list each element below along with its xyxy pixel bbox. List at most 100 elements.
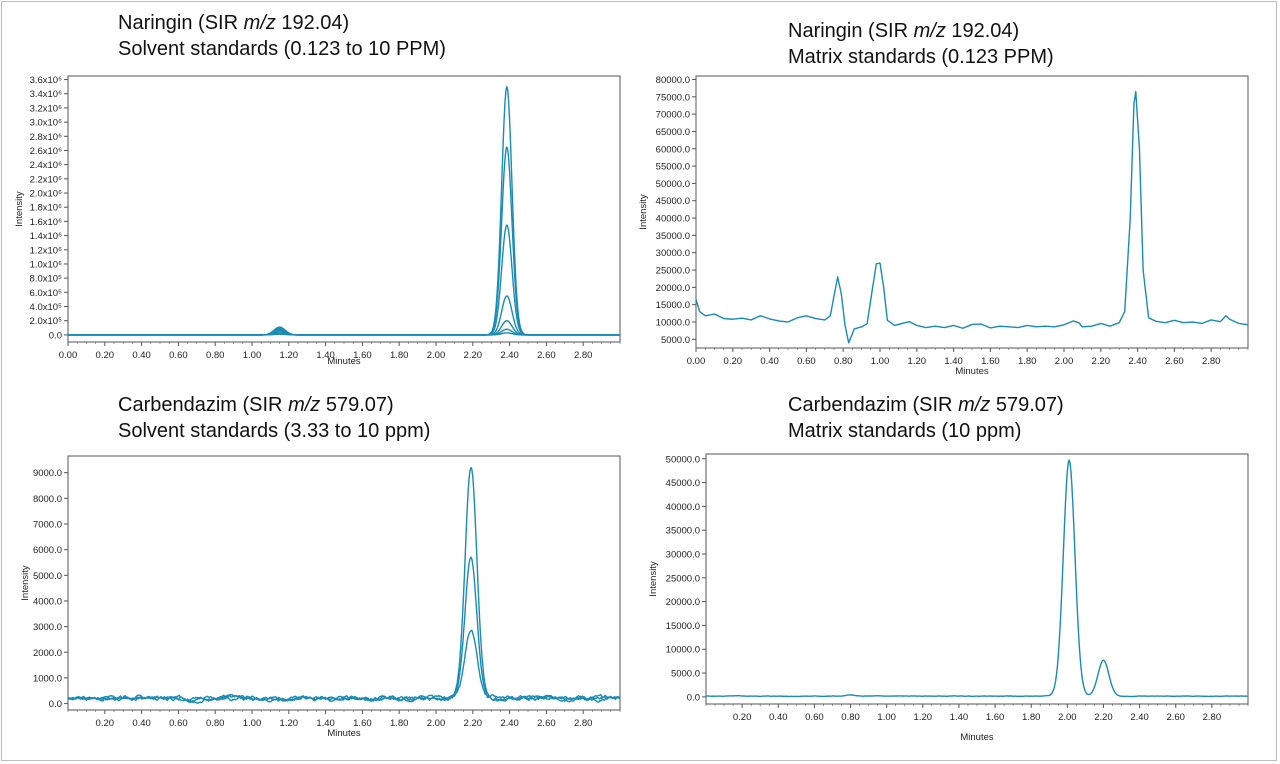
x-axis-label: Minutes	[327, 356, 361, 367]
x-tick-label: 0.60	[169, 350, 188, 361]
x-tick-label: 0.60	[169, 718, 188, 729]
y-tick-label: 5000.0	[661, 335, 690, 346]
y-tick-label: 2.6x10⁶	[30, 146, 63, 157]
x-tick-label: 1.40	[950, 712, 969, 723]
panel-2-subtitle: Matrix standards (0.123 PPM)	[788, 46, 1054, 68]
panel-2-title: Naringin (SIR m/z 192.04) Matrix standar…	[788, 18, 1054, 70]
panel-1-subtitle: Solvent standards (0.123 to 10 PPM)	[118, 38, 446, 60]
y-tick-label: 1.8x10⁶	[30, 203, 63, 214]
x-tick-label: 1.80	[1022, 712, 1040, 723]
x-tick-label: 1.80	[1018, 356, 1036, 367]
panel-2-title-mz: m/z	[913, 20, 946, 42]
panel-3-title-mz: m/z	[288, 394, 321, 416]
y-tick-label: 2.2x10⁶	[30, 174, 63, 185]
x-axis-label: Minutes	[955, 366, 989, 377]
y-tick-label: 40000.0	[656, 214, 690, 225]
series-line-1	[68, 629, 620, 705]
series-line-2	[68, 556, 620, 703]
y-tick-label: 9000.0	[33, 468, 62, 479]
y-tick-label: 2.0x10⁶	[30, 189, 63, 200]
x-tick-label: 2.80	[574, 350, 593, 361]
y-tick-label: 40000.0	[666, 502, 700, 513]
x-tick-label: 0.60	[797, 356, 816, 367]
x-tick-label: 0.40	[132, 350, 151, 361]
y-tick-label: 50000.0	[666, 454, 700, 465]
y-tick-label: 5000.0	[33, 571, 62, 582]
series-line-2	[68, 328, 620, 336]
x-tick-label: 1.60	[353, 718, 372, 729]
y-axis-label: Intensity	[648, 561, 659, 597]
panel-3-title-suffix: 579.07)	[320, 394, 394, 416]
y-tick-label: 2.8x10⁶	[30, 132, 63, 143]
series-line-7	[68, 85, 620, 336]
x-tick-label: 2.80	[1203, 712, 1222, 723]
panel-2-title-suffix: 192.04)	[945, 20, 1020, 42]
x-tick-label: 0.20	[96, 718, 115, 729]
y-tick-label: 2.4x10⁶	[30, 160, 63, 171]
chart-naringin-matrix: 5000.0 10000.0 15000.0 20000.0 25000.0 30000.…	[638, 75, 1249, 377]
y-tick-label: 50000.0	[656, 179, 690, 190]
y-tick-label: 10000.0	[656, 318, 690, 329]
panel-4-title: Carbendazim (SIR m/z 579.07) Matrix stan…	[788, 392, 1064, 444]
y-tick-label: 20000.0	[656, 283, 690, 294]
y-tick-label: 6000.0	[33, 545, 62, 556]
series-line-1	[706, 459, 1248, 698]
x-tick-label: 2.20	[1092, 356, 1111, 367]
y-tick-label: 3.0x10⁶	[30, 118, 63, 129]
y-tick-label: 8000.0	[33, 494, 62, 505]
y-tick-label: 10000.0	[666, 645, 700, 656]
plot-area-frame	[695, 75, 1249, 349]
y-tick-label: 30000.0	[666, 550, 700, 561]
x-tick-label: 1.40	[316, 718, 335, 729]
y-tick-label: 65000.0	[656, 127, 690, 138]
panel-4-subtitle: Matrix standards (10 ppm)	[788, 420, 1022, 442]
y-tick-label: 45000.0	[666, 478, 700, 489]
y-tick-label: 1.2x10⁶	[30, 245, 63, 256]
y-tick-label: 25000.0	[656, 266, 690, 277]
x-tick-label: 0.00	[687, 356, 706, 367]
y-tick-label: 3.4x10⁶	[30, 89, 63, 100]
x-tick-label: 0.80	[841, 712, 860, 723]
panel-1-title: Naringin (SIR m/z 192.04) Solvent standa…	[118, 10, 446, 62]
y-tick-label: 1.0x10⁶	[30, 259, 63, 270]
y-axis-label: Intensity	[14, 191, 25, 227]
panel-3-title-prefix: Carbendazim (SIR	[118, 394, 289, 416]
y-axis-label: Intensity	[638, 194, 649, 230]
x-tick-label: 1.80	[390, 718, 409, 729]
panel-2-title-prefix: Naringin (SIR	[788, 20, 914, 42]
x-tick-label: 0.80	[206, 350, 225, 361]
y-tick-label: 1.6x10⁶	[30, 217, 63, 228]
x-tick-label: 2.00	[1058, 712, 1077, 723]
x-tick-label: 1.00	[243, 718, 262, 729]
x-tick-label: 0.40	[760, 356, 779, 367]
plot-area-frame	[705, 453, 1249, 705]
y-tick-label: 3.6x10⁶	[30, 75, 63, 86]
x-tick-label: 0.40	[769, 712, 788, 723]
x-tick-label: 2.60	[1166, 712, 1185, 723]
y-tick-label: 1.4x10⁶	[30, 231, 63, 242]
x-tick-label: 2.40	[500, 718, 519, 729]
y-tick-label: 35000.0	[656, 231, 690, 242]
x-tick-label: 0.80	[834, 356, 853, 367]
series-line-1	[696, 90, 1248, 344]
y-tick-label: 80000.0	[656, 75, 690, 86]
panel-3-title: Carbendazim (SIR m/z 579.07) Solvent sta…	[118, 392, 430, 444]
x-tick-label: 0.20	[96, 350, 115, 361]
y-tick-label: 4000.0	[33, 596, 62, 607]
panel-1-title-suffix: 192.04)	[275, 12, 350, 34]
y-tick-label: 1000.0	[33, 673, 62, 684]
y-tick-label: 0.0	[49, 330, 62, 341]
y-tick-label: 4.0x10⁵	[30, 302, 63, 313]
y-tick-label: 8.0x10⁵	[30, 274, 63, 285]
y-tick-label: 55000.0	[656, 162, 690, 173]
x-tick-label: 1.60	[986, 712, 1005, 723]
plot-area-frame	[67, 455, 621, 711]
y-tick-label: 0.0	[687, 692, 700, 703]
x-tick-label: 2.00	[427, 350, 446, 361]
y-tick-label: 60000.0	[656, 144, 690, 155]
panel-4-title-prefix: Carbendazim (SIR	[788, 394, 959, 416]
y-tick-label: 6.0x10⁵	[30, 288, 63, 299]
y-axis-label: Intensity	[20, 565, 31, 601]
x-tick-label: 1.20	[914, 712, 933, 723]
panel-4-title-mz: m/z	[958, 394, 991, 416]
